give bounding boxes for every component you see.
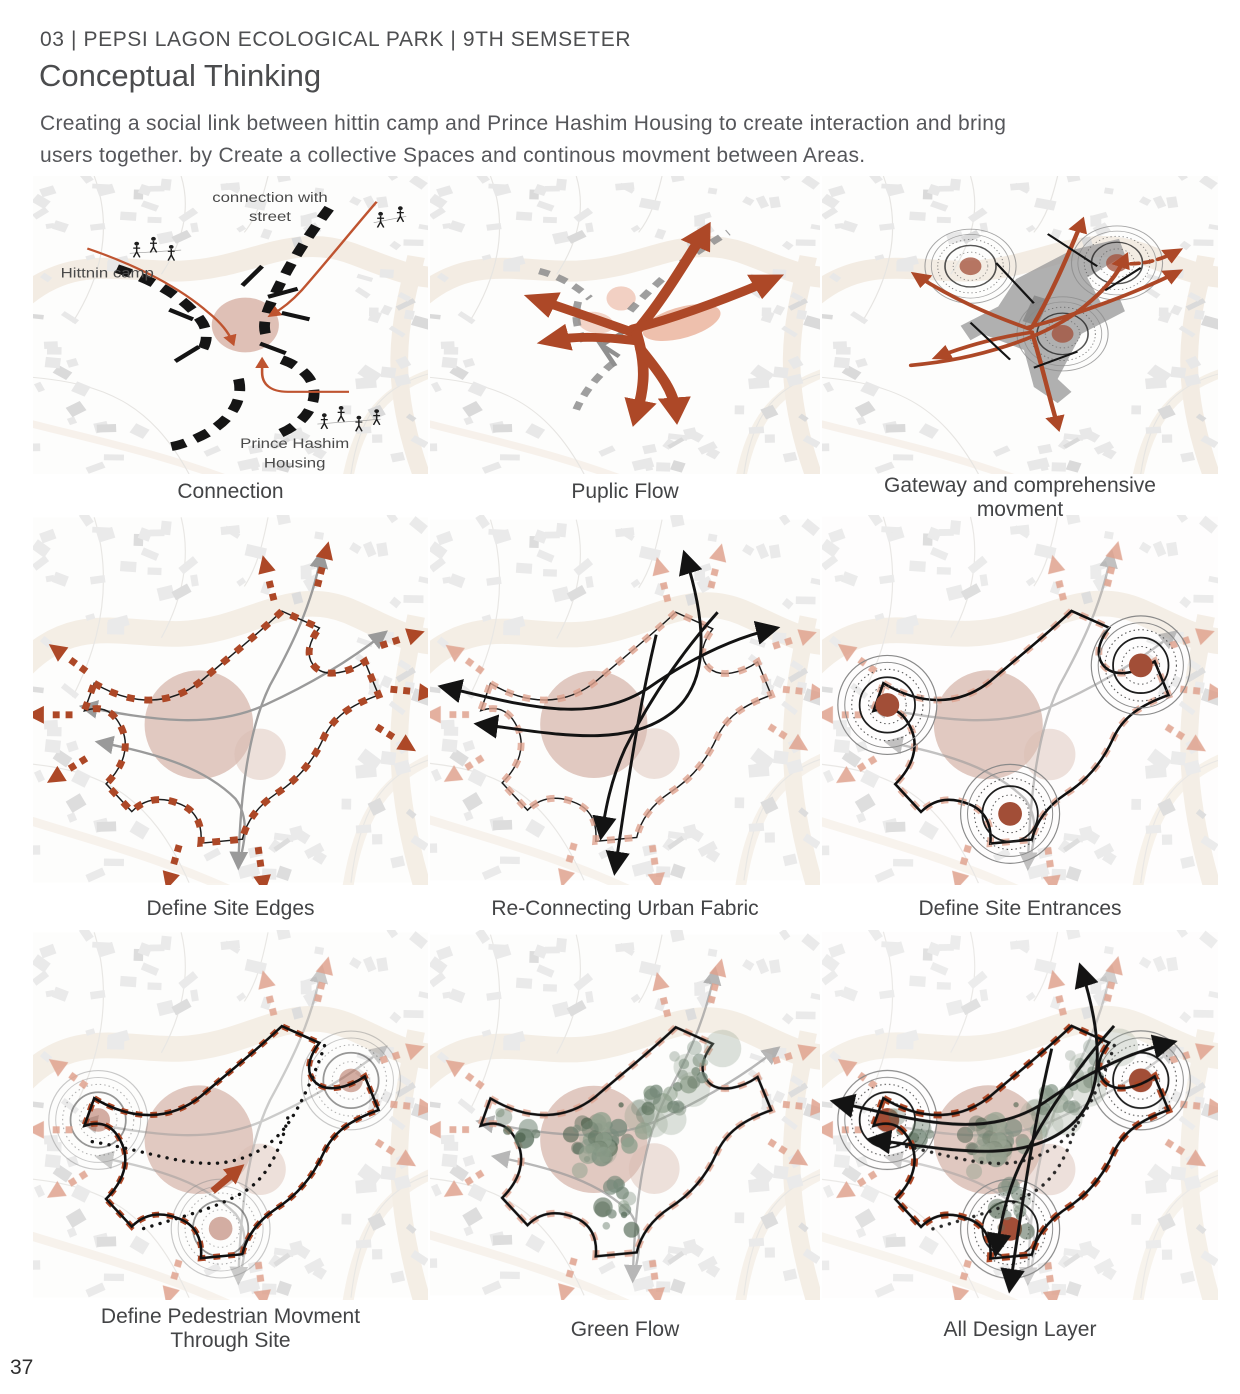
caption-public-flow: Puplic Flow — [571, 480, 679, 503]
page-number: 37 — [10, 1356, 34, 1379]
people-figures — [129, 205, 407, 433]
pedestrian-diagram — [33, 930, 428, 1300]
all-layers-diagram — [822, 930, 1218, 1300]
public-flow-diagram — [430, 176, 820, 474]
label-prince-hashim-line1: Prince Hashim — [240, 437, 349, 452]
page-kicker: 03 | PEPSI LAGON ECOLOGICAL PARK | 9TH S… — [40, 28, 632, 51]
caption-gateway: Gateway and comprehensive movment — [884, 474, 1156, 521]
panel-public-flow — [430, 176, 820, 474]
urban-fabric-diagram — [430, 515, 820, 885]
label-hittnin-camp: Hittnin camp — [61, 266, 154, 281]
caption-site-edges: Define Site Edges — [146, 897, 315, 920]
panel-urban-fabric — [430, 515, 820, 885]
caption-all-layers: All Design Layer — [943, 1318, 1097, 1341]
panel-pedestrian — [33, 930, 428, 1300]
caption-site-entrances: Define Site Entrances — [918, 897, 1122, 920]
panel-all-layers — [822, 930, 1218, 1300]
connection-diagram: connection with street Hittnin camp Prin… — [33, 176, 428, 474]
label-prince-hashim-line2: Housing — [264, 456, 326, 471]
site-edges-diagram — [33, 515, 428, 885]
panel-gateway — [822, 176, 1218, 474]
panel-connection: connection with street Hittnin camp Prin… — [33, 176, 428, 474]
intro-paragraph: Creating a social link between hittin ca… — [40, 112, 1007, 167]
caption-urban-fabric: Re-Connecting Urban Fabric — [491, 897, 759, 920]
green-flow-diagram — [430, 930, 820, 1300]
page-title: Conceptual Thinking — [39, 58, 322, 93]
site-entrances-diagram — [822, 515, 1218, 885]
caption-pedestrian: Define Pedestrian Movment Through Site — [100, 1305, 361, 1352]
panel-site-entrances — [822, 515, 1218, 885]
caption-connection: Connection — [177, 480, 284, 503]
gateway-diagram — [822, 176, 1218, 474]
panel-site-edges — [33, 515, 428, 885]
label-connection-with-street-line2: street — [249, 209, 292, 224]
caption-green-flow: Green Flow — [570, 1318, 680, 1341]
label-connection-with-street-line1: connection with — [212, 190, 328, 205]
panel-green-flow — [430, 930, 820, 1300]
